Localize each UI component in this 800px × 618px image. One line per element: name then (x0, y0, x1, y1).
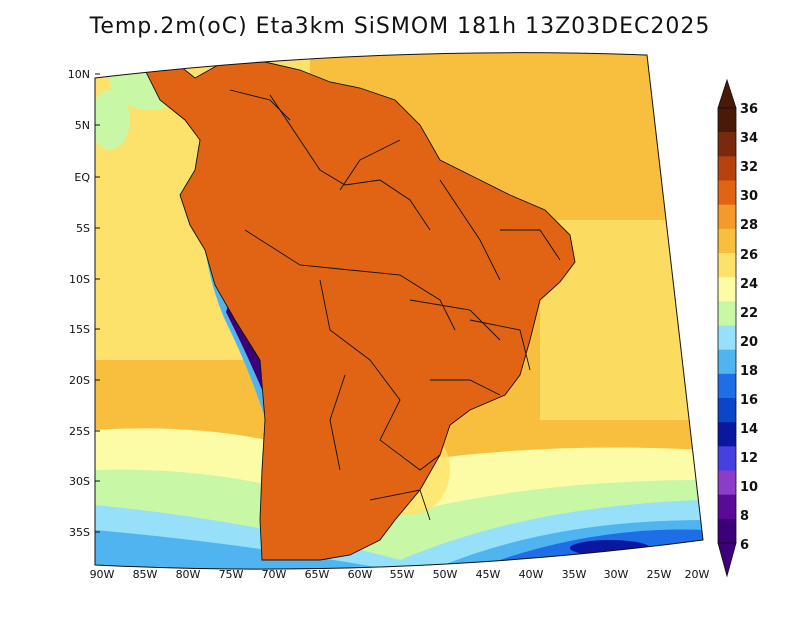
colorbar-label: 28 (740, 218, 758, 233)
longitude-axis: 90W 85W 80W 75W 70W 65W 60W 55W 50W 45W … (90, 568, 710, 581)
colorbar-label: 12 (740, 451, 758, 466)
colorbar-label: 6 (740, 538, 749, 553)
colorbar-label: 22 (740, 306, 758, 321)
colorbar-cell (718, 301, 736, 326)
lon-label: 90W (90, 568, 115, 581)
colorbar-cell (718, 518, 736, 544)
colorbar-cell (718, 422, 736, 447)
colorbar-label: 36 (740, 102, 758, 117)
temperature-field (95, 52, 703, 570)
lat-label: 35S (69, 526, 90, 539)
colorbar: 36 34 32 30 28 26 24 22 20 18 16 14 12 1… (717, 78, 758, 578)
lon-label: 30W (604, 568, 629, 581)
colorbar-cell (718, 253, 736, 278)
colorbar-label: 14 (740, 422, 758, 437)
lat-label: 10N (68, 68, 90, 81)
colorbar-cell (718, 132, 736, 157)
lat-label: 5N (75, 119, 90, 132)
latitude-axis: 10N 5N EQ 5S 10S 15S 20S 25S 30S 35S (68, 68, 100, 539)
lat-label: 30S (69, 475, 90, 488)
lon-label: 45W (476, 568, 501, 581)
colorbar-cell (718, 494, 736, 520)
lon-label: 55W (390, 568, 415, 581)
colorbar-label: 26 (740, 248, 758, 263)
lon-label: 35W (562, 568, 587, 581)
lat-label: 25S (69, 425, 90, 438)
colorbar-cell (718, 180, 736, 205)
lat-label: EQ (74, 171, 90, 184)
colorbar-label: 24 (740, 277, 758, 292)
colorbar-cell (718, 108, 736, 133)
lon-label: 60W (348, 568, 373, 581)
colorbar-cell (718, 349, 736, 375)
colorbar-cell (718, 156, 736, 181)
lat-label: 15S (69, 323, 90, 336)
colorbar-label: 20 (740, 335, 758, 350)
lon-label: 70W (262, 568, 287, 581)
lon-label: 65W (305, 568, 330, 581)
colorbar-cell (718, 325, 736, 350)
colorbar-label: 8 (740, 509, 749, 524)
lon-label: 20W (685, 568, 710, 581)
lat-label: 10S (69, 273, 90, 286)
lat-label: 20S (69, 374, 90, 387)
colorbar-label: 30 (740, 189, 758, 204)
lon-label: 75W (219, 568, 244, 581)
map-title: Temp.2m(oC) Eta3km SiSMOM 181h 13Z03DEC2… (89, 14, 711, 39)
colorbar-cell (718, 277, 736, 302)
colorbar-cell (718, 470, 736, 495)
colorbar-cell (718, 228, 736, 254)
colorbar-over-arrow (717, 78, 737, 109)
colorbar-cell (718, 204, 736, 230)
colorbar-label: 18 (740, 364, 758, 379)
lon-label: 85W (133, 568, 158, 581)
colorbar-label: 34 (740, 131, 758, 146)
lon-label: 80W (176, 568, 201, 581)
colorbar-label: 16 (740, 393, 758, 408)
lon-label: 25W (647, 568, 672, 581)
colorbar-cell (718, 373, 736, 399)
lat-label: 5S (76, 222, 90, 235)
colorbar-cell (718, 398, 736, 423)
lon-label: 50W (433, 568, 458, 581)
colorbar-label: 32 (740, 160, 758, 175)
lon-label: 40W (519, 568, 544, 581)
colorbar-cell (718, 446, 736, 471)
colorbar-under-arrow (717, 542, 737, 578)
colorbar-label: 10 (740, 480, 758, 495)
